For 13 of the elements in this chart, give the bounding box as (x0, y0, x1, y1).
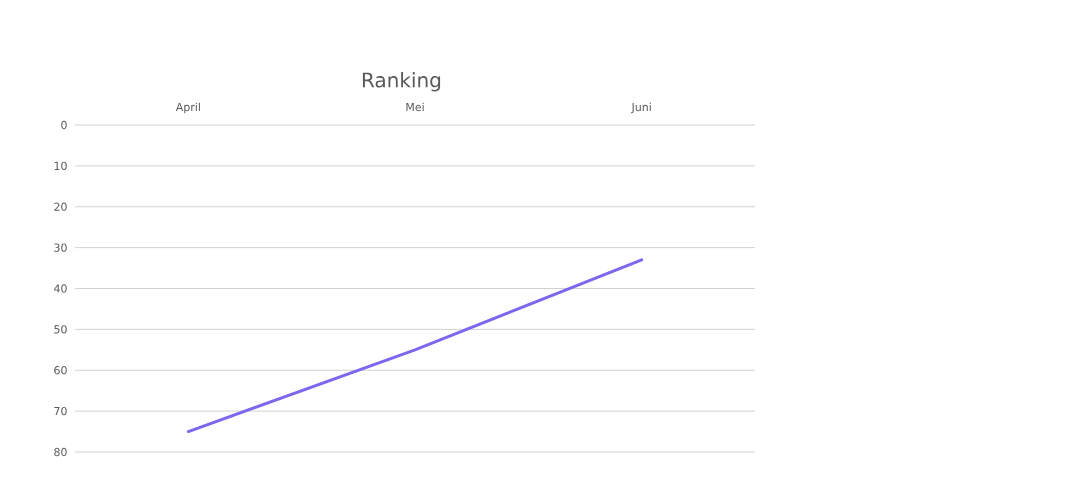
y-tick-label: 10 (54, 161, 67, 171)
y-tick-label: 30 (54, 243, 67, 252)
x-tick-label: April (175, 102, 200, 114)
y-tick-label: 50 (54, 325, 67, 334)
y-tick-label: 80 (54, 447, 67, 457)
y-tick-label: 0 (61, 120, 67, 130)
x-tick-label: Mei (406, 102, 424, 112)
y-tick-label: 60 (54, 366, 67, 375)
y-tick-label: 70 (54, 406, 67, 416)
y-tick-label: 20 (54, 202, 67, 211)
x-tick-label: Juni (630, 102, 651, 114)
y-tick-label: 40 (54, 284, 67, 293)
chart-title: Ranking (362, 72, 441, 92)
